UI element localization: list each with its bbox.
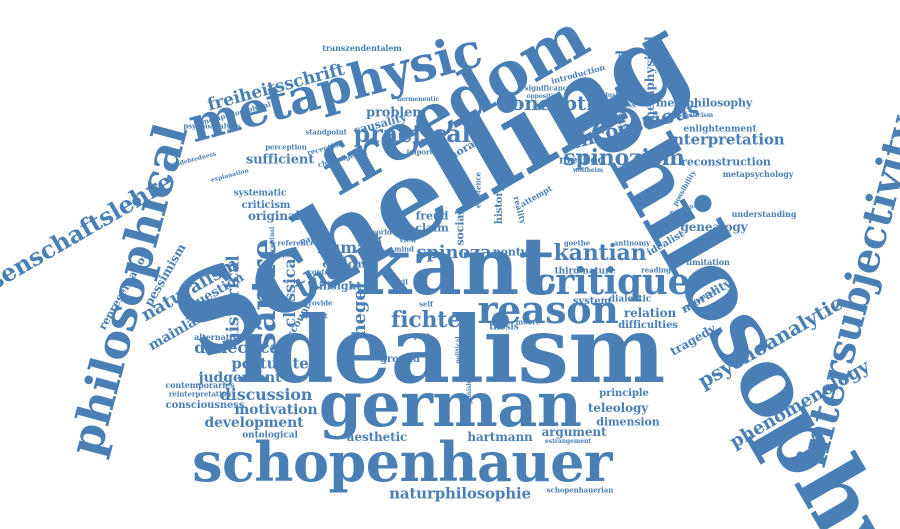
word-psychoanalysis: psychoanalysis	[183, 121, 241, 131]
word-judgement: judgement	[198, 370, 282, 386]
word-existence: existence	[473, 171, 483, 209]
word-dialectic: dialectic	[608, 294, 652, 305]
word-systematic: systematic	[233, 188, 287, 199]
word-perception: perception	[265, 142, 307, 152]
word-principle: principle	[599, 388, 649, 399]
word-context: context	[307, 267, 337, 277]
word-alternative: alternative	[194, 332, 242, 342]
word-political: political	[455, 336, 462, 364]
word-dialectical: dialectical	[194, 338, 286, 357]
word-development: development	[204, 415, 304, 431]
word-standpoint: standpoint	[305, 127, 347, 137]
word-teleology: teleology	[587, 401, 649, 415]
word-enlightenment: enlightenment	[683, 124, 757, 135]
word-aestheticism: aestheticism	[670, 112, 714, 119]
word-critical: critical	[322, 257, 366, 271]
word-kant: kant	[355, 219, 555, 313]
word-ground: ground	[380, 354, 420, 365]
word-consciousness: consciousness	[165, 400, 245, 411]
word-schopenhauerian: schopenhauerian	[546, 485, 614, 495]
word-interpretation: interpretation	[667, 130, 785, 149]
word-third-nature: third nature	[554, 266, 616, 277]
word-criticism: criticism	[241, 200, 291, 211]
word-hartmann: hartmann	[467, 430, 533, 444]
word-reference: reference	[277, 238, 315, 248]
word-fichte: fichte	[390, 307, 462, 333]
word-spinoza: spinoza	[416, 242, 492, 263]
word-antinomy: antinomy	[613, 238, 651, 248]
word-conception: conception	[499, 91, 621, 115]
word-social: social	[453, 210, 467, 246]
word-postulate: postulate	[231, 354, 309, 373]
word-relation: relation	[623, 306, 677, 320]
word-history: history	[494, 185, 505, 225]
word-argument: argument	[541, 425, 607, 439]
word-reading: reading	[641, 265, 671, 275]
word-naturphilosophie: naturphilosophie	[389, 484, 531, 503]
word-insight: insight	[318, 279, 362, 293]
word-intersubjectivity: intersubjectivity	[788, 111, 900, 472]
word-ontological: ontological	[242, 430, 298, 441]
word-wolfheim: wolfheim	[572, 167, 604, 174]
word-conclusion: conclusion	[590, 92, 626, 99]
word-system: system	[572, 296, 612, 307]
word-self: self	[419, 299, 433, 309]
word-hermeneutic: hermeneutic	[396, 96, 440, 103]
word-original: original	[248, 209, 300, 223]
word-sufficient: sufficient	[245, 152, 315, 168]
word-estrangement: estrangement	[545, 438, 591, 445]
word-goethe: goethe	[563, 238, 591, 248]
word-problem: problem	[366, 105, 426, 121]
word-project: project	[300, 311, 328, 321]
word-metapsychology: metapsychology	[722, 169, 794, 179]
word-explanation: explanation	[210, 167, 250, 184]
word-nothingness: nothingness	[588, 100, 636, 110]
word-genealogy: genealogy	[680, 220, 748, 234]
word-understanding: understanding	[731, 209, 797, 219]
word-ponty: ponty	[493, 245, 527, 259]
word-metaphysical: metaphysical	[643, 36, 657, 124]
word-mind: mind	[394, 244, 414, 254]
word-world: world	[370, 227, 392, 237]
word-reinterpretation: reinterpretation	[168, 389, 232, 399]
word-opposition: opposition	[526, 93, 562, 100]
word-aesthetic: aesthetic	[346, 430, 408, 444]
word-freud: freud	[415, 209, 449, 223]
word-thesis: thesis	[489, 322, 519, 333]
word-spinozism: spinozism	[563, 145, 685, 171]
word-discussion: discussion	[219, 385, 313, 404]
word-german: german	[318, 368, 582, 441]
word-post: post	[413, 331, 431, 341]
word-view: view	[399, 235, 417, 245]
word-metaphilosophy: metaphilosophy	[655, 96, 753, 110]
word-schopenhauer: schopenhauer	[192, 430, 612, 494]
word-contemporaries: contemporaries	[165, 380, 235, 390]
word-punishment: punishment	[466, 364, 473, 404]
word-evil: evil	[394, 277, 408, 287]
word-difficulties: difficulties	[618, 320, 678, 331]
word-claim: claim	[415, 221, 449, 235]
word-provide: provide	[303, 298, 333, 308]
word-motivation: motivation	[234, 402, 318, 418]
word-reason: reason	[477, 287, 619, 332]
word-moore: moore	[515, 317, 541, 327]
word-idealism: idealism	[235, 296, 665, 404]
word-practical: practical	[353, 119, 471, 148]
word-transzendentalem: transzendentalem	[322, 43, 402, 53]
word-limitation: limitation	[686, 257, 730, 267]
word-significance: significance	[524, 83, 572, 93]
word-kantian: kantian	[553, 240, 647, 266]
word-reconstruction: reconstruction	[681, 155, 771, 169]
word-important: important	[406, 147, 446, 157]
word-human: human	[317, 238, 379, 257]
word-method: method	[558, 153, 606, 167]
word-dimension: dimension	[596, 415, 660, 429]
word-critique: critique	[533, 261, 691, 303]
word-conceptual: conceptual	[269, 226, 276, 264]
